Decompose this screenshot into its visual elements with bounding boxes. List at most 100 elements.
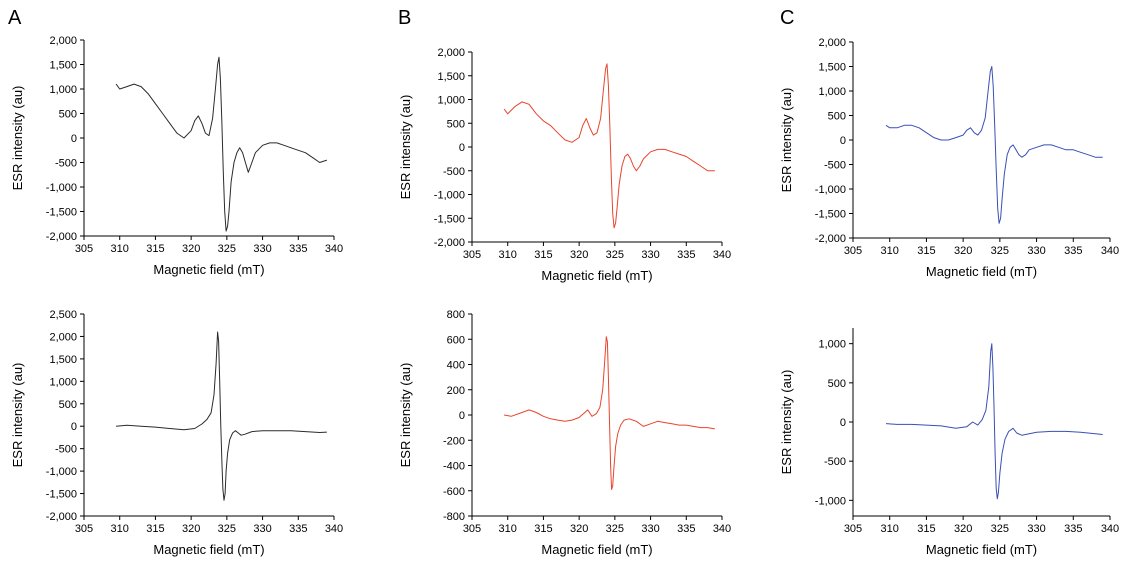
y-tick-label: -1,500 — [815, 209, 846, 221]
x-tick-label: 320 — [182, 243, 200, 255]
y-tick-label: -500 — [824, 456, 846, 468]
y-tick-label: 2,000 — [818, 37, 846, 49]
y-tick-label: -1,000 — [815, 184, 846, 196]
chart-a-bottom: 305 310 315 320 325 330 335 340 -2,000 -1,500 -1,0… — [10, 309, 343, 557]
y-tick-label: -1,000 — [46, 182, 77, 194]
x-tick-label: 305 — [75, 243, 93, 255]
y-axis-title: ESR intensity (au) — [10, 363, 25, 468]
y-tick-label: 0 — [459, 142, 465, 154]
x-tick-label: 340 — [713, 249, 731, 261]
x-tick-label: 325 — [606, 523, 624, 535]
x-tick-label: 310 — [111, 243, 129, 255]
x-tick-label: 310 — [111, 523, 129, 535]
y-axis-title: ESR intensity (au) — [398, 363, 413, 468]
x-tick-label: 305 — [463, 523, 481, 535]
y-tick-label: 1,000 — [437, 95, 465, 107]
y-tick-label: -500 — [55, 444, 77, 456]
x-axis-title: Magnetic field (mT) — [541, 542, 652, 557]
x-tick-label: 335 — [1064, 245, 1082, 257]
y-tick-label: 1,000 — [49, 376, 77, 388]
esr-spectrum-line — [885, 343, 1103, 500]
x-tick-label: 340 — [325, 243, 343, 255]
x-tick-label: 320 — [954, 245, 972, 257]
y-axis-title: ESR intensity (au) — [779, 370, 794, 475]
y-tick-label: 600 — [447, 334, 465, 346]
y-tick-label: 0 — [840, 417, 846, 429]
x-tick-label: 320 — [570, 523, 588, 535]
charts-container: 305 310 315 320 325 330 335 340 -2,000 -1,500 -1,0… — [10, 35, 1119, 557]
esr-spectrum-line — [116, 331, 327, 501]
x-tick-label: 310 — [499, 523, 517, 535]
x-tick-label: 335 — [289, 243, 307, 255]
x-tick-label: 315 — [917, 523, 935, 535]
esr-spectrum-line — [885, 66, 1103, 224]
x-axis-title: Magnetic field (mT) — [926, 542, 1037, 557]
x-tick-label: 335 — [289, 523, 307, 535]
y-tick-label: 1,500 — [818, 62, 846, 74]
y-tick-label: 500 — [447, 118, 465, 130]
y-tick-label: -500 — [55, 158, 77, 170]
y-axis-title: ESR intensity (au) — [779, 88, 794, 193]
y-tick-label: 2,500 — [49, 309, 77, 321]
x-tick-label: 330 — [253, 243, 271, 255]
x-tick-label: 330 — [641, 523, 659, 535]
y-tick-label: -400 — [443, 461, 465, 473]
panel-letter-b: B — [398, 7, 411, 29]
y-tick-label: 2,000 — [437, 47, 465, 59]
y-tick-label: -1,500 — [46, 489, 77, 501]
y-tick-label: -1,000 — [46, 466, 77, 478]
x-tick-label: 310 — [881, 245, 899, 257]
x-tick-label: 310 — [499, 249, 517, 261]
y-tick-label: -2,000 — [46, 231, 77, 243]
x-tick-label: 325 — [218, 243, 236, 255]
x-axis-title: Magnetic field (mT) — [926, 264, 1037, 279]
y-tick-label: 0 — [840, 135, 846, 147]
x-tick-label: 305 — [844, 523, 862, 535]
y-tick-label: -500 — [824, 160, 846, 172]
y-tick-label: 2,000 — [49, 35, 77, 47]
y-tick-label: 200 — [447, 385, 465, 397]
x-tick-label: 335 — [677, 249, 695, 261]
y-tick-label: -600 — [443, 486, 465, 498]
x-tick-label: 320 — [570, 249, 588, 261]
x-tick-label: 315 — [917, 245, 935, 257]
x-tick-label: 325 — [606, 249, 624, 261]
x-tick-label: 325 — [218, 523, 236, 535]
x-tick-label: 315 — [146, 243, 164, 255]
x-tick-label: 330 — [253, 523, 271, 535]
x-tick-label: 340 — [713, 523, 731, 535]
y-tick-label: 400 — [447, 360, 465, 372]
y-axis-title: ESR intensity (au) — [398, 95, 413, 200]
y-tick-label: 0 — [71, 421, 77, 433]
x-tick-label: 330 — [1027, 523, 1045, 535]
x-tick-label: 315 — [534, 523, 552, 535]
chart-b-top: 305 310 315 320 325 330 335 340 -2,000 -1,500 -1,0… — [398, 47, 731, 283]
chart-a-top: 305 310 315 320 325 330 335 340 -2,000 -1,500 -1,0… — [10, 35, 343, 277]
x-tick-label: 335 — [1064, 523, 1082, 535]
x-tick-label: 310 — [881, 523, 899, 535]
x-tick-label: 340 — [1101, 245, 1119, 257]
x-tick-label: 320 — [954, 523, 972, 535]
y-tick-label: -200 — [443, 435, 465, 447]
esr-spectrum-line — [504, 336, 715, 490]
x-axis-title: Magnetic field (mT) — [153, 542, 264, 557]
x-tick-label: 330 — [641, 249, 659, 261]
x-tick-label: 340 — [325, 523, 343, 535]
y-tick-label: -1,000 — [815, 495, 846, 507]
y-tick-label: -1,500 — [434, 213, 465, 225]
y-tick-label: 1,500 — [49, 354, 77, 366]
y-tick-label: -1,500 — [46, 207, 77, 219]
x-tick-label: 305 — [844, 245, 862, 257]
chart-c-bottom: 305 310 315 320 325 330 335 340 -1,000 -500 0 500 1,… — [779, 328, 1119, 557]
y-tick-label: 500 — [59, 399, 77, 411]
esr-spectrum-line — [115, 56, 328, 232]
panel-letter-a: A — [8, 7, 22, 29]
y-tick-label: 2,000 — [49, 331, 77, 343]
x-axis-title: Magnetic field (mT) — [153, 262, 264, 277]
chart-b-bottom: 305 310 315 320 325 330 335 340 -800 -600 -400 -200… — [398, 309, 731, 557]
x-tick-label: 330 — [1027, 245, 1045, 257]
x-tick-label: 305 — [463, 249, 481, 261]
y-tick-label: 0 — [71, 133, 77, 145]
y-tick-label: 800 — [447, 309, 465, 321]
